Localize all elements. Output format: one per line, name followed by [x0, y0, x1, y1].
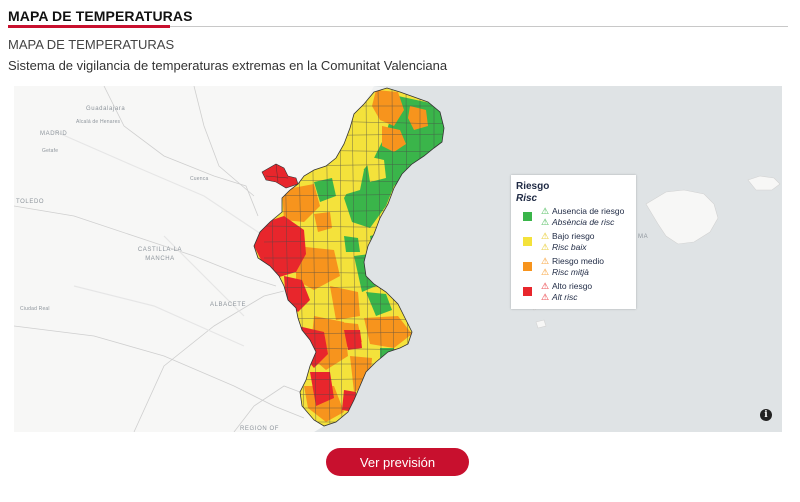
legend-label: Alto riesgo [552, 281, 593, 291]
place-label-alcala: Alcalá de Henares [76, 119, 121, 125]
legend-item-low: ⚠ ⚠ Bajo riesgo Risc baix [519, 231, 634, 255]
legend-title-alt: Risc [516, 193, 538, 204]
warning-triangle-icon: ⚠ [541, 267, 550, 277]
section-title-underline [8, 25, 170, 28]
warning-triangle-icon: ⚠ [541, 242, 550, 252]
legend-label-alt: Risc baix [552, 242, 587, 252]
legend-item-high: ⚠ ⚠ Alto riesgo Alt risc [519, 281, 634, 305]
warning-triangle-icon: ⚠ [541, 217, 550, 227]
page-subtitle: MAPA DE TEMPERATURAS [8, 37, 175, 52]
risk-legend: Riesgo Risc ⚠ ⚠ Ausencia de riesgo Absèn… [511, 175, 636, 309]
place-label-castilla: CASTILLA-LA MANCHA [137, 247, 183, 262]
place-label-getafe: Getafe [42, 148, 59, 154]
info-icon[interactable]: i [760, 409, 772, 421]
warning-triangle-icon: ⚠ [541, 256, 550, 266]
legend-swatch [523, 262, 532, 271]
page-description: Sistema de vigilancia de temperaturas ex… [8, 58, 448, 73]
island-mallorca [645, 189, 719, 245]
place-label-region: REGION OF [240, 426, 280, 432]
legend-item-none: ⚠ ⚠ Ausencia de riesgo Absència de risc [519, 206, 634, 230]
forecast-button[interactable]: Ver previsión [326, 448, 469, 476]
warning-triangle-icon: ⚠ [541, 281, 550, 291]
place-label-madrid: MADRID [40, 131, 68, 137]
legend-label-alt: Risc mitjà [552, 267, 589, 277]
temperature-map[interactable]: Guadalajara Alcalá de Henares MADRID Get… [14, 86, 782, 432]
island-formentera [535, 319, 547, 329]
enclave-borders [265, 163, 289, 183]
island-menorca [747, 175, 781, 191]
section-header: MAPA DE TEMPERATURAS [8, 0, 788, 28]
legend-swatch [523, 237, 532, 246]
map-canvas[interactable] [14, 86, 782, 432]
legend-swatch [523, 212, 532, 221]
place-label-mallorca: MA [638, 234, 649, 240]
legend-label: Riesgo medio [552, 256, 604, 266]
warning-triangle-icon: ⚠ [541, 292, 550, 302]
legend-title: Riesgo [516, 181, 550, 192]
section-title: MAPA DE TEMPERATURAS [8, 8, 193, 24]
place-label-ciudad-real: Ciudad Real [20, 306, 50, 312]
place-label-toledo: TOLEDO [16, 199, 45, 205]
place-label-cuenca: Cuenca [190, 176, 209, 182]
legend-item-medium: ⚠ ⚠ Riesgo medio Risc mitjà [519, 256, 634, 280]
legend-label-alt: Alt risc [552, 292, 578, 302]
warning-triangle-icon: ⚠ [541, 206, 550, 216]
province-borders [14, 86, 305, 432]
legend-label-alt: Absència de risc [552, 217, 615, 227]
place-label-albacete: ALBACETE [210, 302, 247, 308]
place-label-guadalajara: Guadalajara [86, 106, 126, 112]
roads [53, 130, 265, 347]
warning-triangle-icon: ⚠ [541, 231, 550, 241]
enclave-region[interactable] [261, 163, 299, 189]
legend-label: Ausencia de riesgo [552, 206, 625, 216]
legend-label: Bajo riesgo [552, 231, 595, 241]
legend-swatch [523, 287, 532, 296]
